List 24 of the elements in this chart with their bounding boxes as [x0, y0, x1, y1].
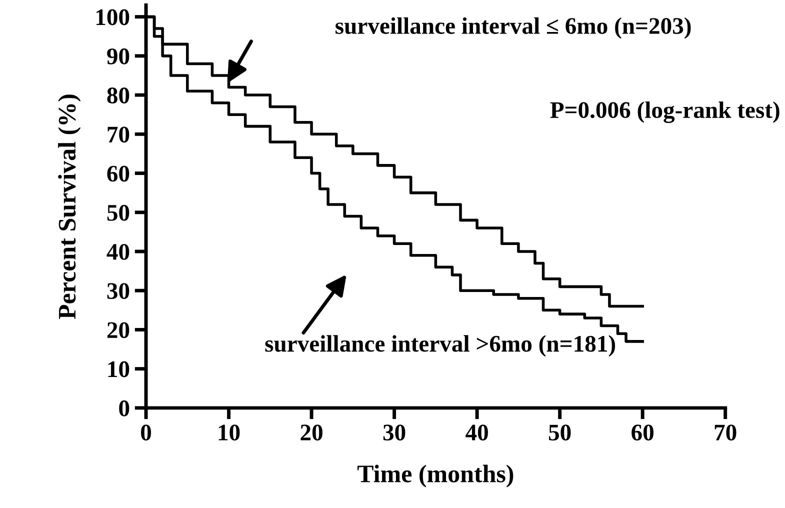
annotation: surveillance interval ≤ 6mo (n=203)	[336, 17, 691, 39]
x-tick-label: 40	[466, 424, 488, 441]
y-tick-label: 90	[107, 48, 130, 64]
x-tick-label: 60	[632, 424, 654, 441]
y-tick-label: 20	[107, 322, 130, 338]
y-tick-label: 10	[108, 361, 130, 378]
y-tick-label: 30	[107, 283, 130, 300]
x-tick-label: 20	[300, 424, 322, 441]
x-tick-label: 0	[141, 424, 152, 441]
y-tick-label: 0	[119, 400, 130, 416]
annotation: surveillance interval >6mo (n=181)	[265, 335, 616, 357]
x-tick-label: 10	[218, 424, 240, 441]
x-tick-label: 30	[383, 424, 406, 441]
y-axis-title: Percent Survival (%)	[58, 94, 81, 320]
y-tick-label: 40	[106, 244, 130, 260]
annotation: P=0.006 (log-rank test)	[550, 101, 780, 124]
y-tick-label: 100	[96, 9, 130, 26]
y-tick-label: 70	[108, 126, 130, 143]
y-tick-label: 50	[107, 204, 130, 221]
y-tick-label: 80	[107, 88, 130, 104]
y-tick-label: 60	[107, 166, 130, 182]
x-axis-title: Time (months)	[357, 464, 514, 488]
x-tick-label: 70	[714, 424, 736, 441]
x-tick-label: 50	[548, 424, 571, 441]
